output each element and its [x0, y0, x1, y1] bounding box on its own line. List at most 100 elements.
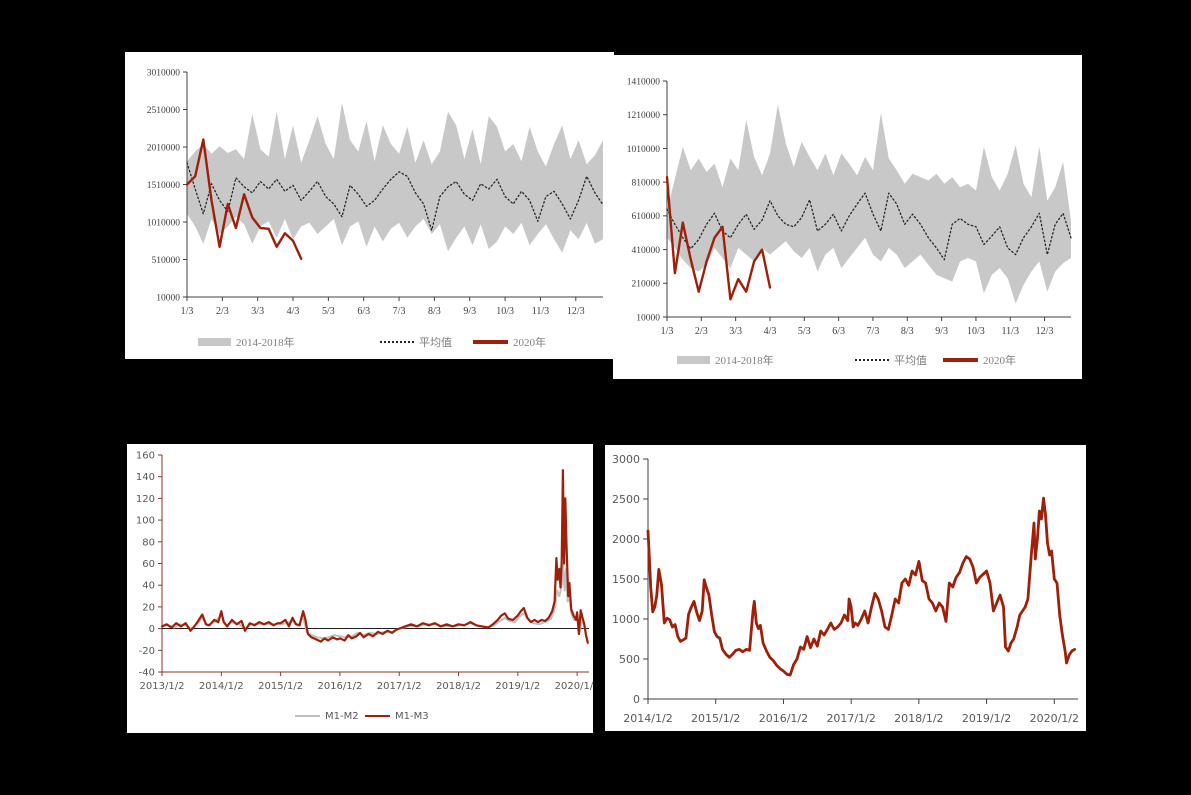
svg-text:2018/1/2: 2018/1/2: [436, 681, 481, 692]
legend-item-2020: 2020年: [943, 352, 1016, 368]
panel-bottom-right-chart: 3000 2500 2000 1500 1000 500 0 2014/1/2 2015/1/2…: [605, 445, 1086, 731]
svg-text:9/3: 9/3: [935, 326, 948, 337]
svg-text:20: 20: [142, 602, 155, 613]
svg-text:510000: 510000: [152, 256, 181, 266]
band-swatch-icon: [677, 356, 710, 364]
svg-text:0: 0: [633, 693, 640, 706]
svg-text:10000: 10000: [636, 313, 660, 323]
svg-text:10000: 10000: [156, 293, 180, 303]
svg-text:2510000: 2510000: [147, 106, 181, 116]
legend-label: 2014-2018年: [236, 337, 295, 349]
top-left-legend: 2014-2018年 平均值 2020年: [125, 334, 614, 350]
svg-text:1/3: 1/3: [181, 306, 194, 317]
svg-text:2020/1/2: 2020/1/2: [555, 681, 593, 692]
legend-item-average: 平均值: [855, 352, 927, 368]
svg-text:2010000: 2010000: [147, 143, 181, 153]
svg-text:1210000: 1210000: [627, 111, 661, 121]
red-line-swatch-icon: [473, 340, 508, 344]
svg-text:2016/1/2: 2016/1/2: [759, 712, 808, 725]
top-right-legend: 2014-2018年 平均值 2020年: [613, 352, 1082, 368]
svg-text:3/3: 3/3: [251, 306, 264, 317]
svg-text:-40: -40: [139, 668, 155, 679]
svg-text:2015/1/2: 2015/1/2: [258, 681, 303, 692]
band-swatch-icon: [198, 338, 231, 346]
red-line-swatch-icon: [943, 358, 978, 362]
svg-text:210000: 210000: [632, 280, 661, 290]
legend-label: M1-M2: [325, 710, 359, 722]
svg-text:6/3: 6/3: [357, 306, 370, 317]
svg-text:810000: 810000: [632, 178, 661, 188]
dotted-line-swatch-icon: [380, 341, 414, 343]
legend-item-m1-m2: M1-M2: [295, 708, 359, 724]
svg-text:8/3: 8/3: [901, 326, 914, 337]
svg-text:1010000: 1010000: [147, 218, 181, 228]
legend-label: 平均值: [894, 355, 927, 367]
bottom-right-chart-canvas: 3000 2500 2000 1500 1000 500 0 2014/1/2 2015/1/2…: [612, 453, 1079, 725]
legend-label: M1-M3: [395, 710, 429, 722]
red-line-swatch-icon: [365, 714, 390, 718]
bottom-left-chart-canvas: 160 140 120 100 80 60 40 20 0 -20 -40 2013/1/2 2014/…: [136, 451, 593, 693]
svg-text:2019/1/2: 2019/1/2: [962, 712, 1011, 725]
svg-text:7/3: 7/3: [867, 326, 880, 337]
legend-label: 2020年: [513, 337, 546, 349]
svg-text:3000: 3000: [612, 453, 640, 466]
svg-text:2014/1/2: 2014/1/2: [199, 681, 244, 692]
svg-text:11/3: 11/3: [532, 306, 549, 317]
svg-text:2000: 2000: [612, 533, 640, 546]
svg-text:11/3: 11/3: [1002, 326, 1019, 337]
legend-item-m1-m3: M1-M3: [365, 708, 429, 724]
svg-text:-20: -20: [139, 646, 155, 657]
svg-text:2017/1/2: 2017/1/2: [826, 712, 875, 725]
svg-text:2500: 2500: [612, 493, 640, 506]
svg-text:160: 160: [136, 451, 155, 462]
svg-text:9/3: 9/3: [463, 306, 476, 317]
svg-text:500: 500: [619, 653, 640, 666]
svg-text:100: 100: [136, 516, 155, 527]
svg-text:2/3: 2/3: [695, 326, 708, 337]
svg-text:2017/1/2: 2017/1/2: [377, 681, 422, 692]
legend-item-2020: 2020年: [473, 334, 546, 350]
svg-text:10/3: 10/3: [496, 306, 514, 317]
svg-text:8/3: 8/3: [428, 306, 441, 317]
svg-text:5/3: 5/3: [322, 306, 335, 317]
svg-text:10/3: 10/3: [967, 326, 985, 337]
panel-top-right-chart: 1410000 1210000 1010000 810000 610000 410000 2…: [613, 55, 1082, 379]
svg-text:410000: 410000: [632, 246, 661, 256]
svg-text:120: 120: [136, 494, 155, 505]
legend-item-2014-2018: 2014-2018年: [677, 352, 774, 368]
dotted-line-swatch-icon: [855, 359, 889, 361]
legend-label: 平均值: [419, 337, 452, 349]
svg-text:7/3: 7/3: [393, 306, 406, 317]
svg-text:5/3: 5/3: [798, 326, 811, 337]
svg-text:1410000: 1410000: [627, 77, 661, 87]
top-left-chart-canvas: 3010000 2510000 2010000 1510000 1010000 51000…: [147, 68, 604, 317]
svg-text:2015/1/2: 2015/1/2: [691, 712, 740, 725]
svg-text:1000: 1000: [612, 613, 640, 626]
svg-text:1500: 1500: [612, 573, 640, 586]
legend-item-average: 平均值: [380, 334, 452, 350]
svg-text:1/3: 1/3: [661, 326, 674, 337]
svg-text:3010000: 3010000: [147, 68, 181, 78]
svg-text:0: 0: [149, 624, 155, 635]
svg-text:4/3: 4/3: [764, 326, 777, 337]
svg-text:2/3: 2/3: [216, 306, 229, 317]
svg-text:2014/1/2: 2014/1/2: [623, 712, 672, 725]
legend-label: 2014-2018年: [715, 355, 774, 367]
svg-text:2018/1/2: 2018/1/2: [894, 712, 943, 725]
gray-line-swatch-icon: [295, 714, 320, 718]
legend-label: 2020年: [983, 355, 1016, 367]
svg-text:12/3: 12/3: [1036, 326, 1054, 337]
svg-text:3/3: 3/3: [729, 326, 742, 337]
panel-bottom-left-chart: 160 140 120 100 80 60 40 20 0 -20 -40 2013/1/2 2014/…: [127, 444, 593, 733]
top-right-chart-canvas: 1410000 1210000 1010000 810000 610000 410000 2…: [627, 77, 1072, 337]
svg-text:4/3: 4/3: [287, 306, 300, 317]
svg-text:2016/1/2: 2016/1/2: [317, 681, 362, 692]
panel-top-left-chart: 3010000 2510000 2010000 1510000 1010000 51000…: [125, 52, 614, 359]
svg-text:1010000: 1010000: [627, 145, 661, 155]
svg-text:60: 60: [142, 559, 155, 570]
svg-text:140: 140: [136, 472, 155, 483]
svg-text:40: 40: [142, 581, 155, 592]
svg-text:2013/1/2: 2013/1/2: [140, 681, 185, 692]
svg-text:6/3: 6/3: [832, 326, 845, 337]
